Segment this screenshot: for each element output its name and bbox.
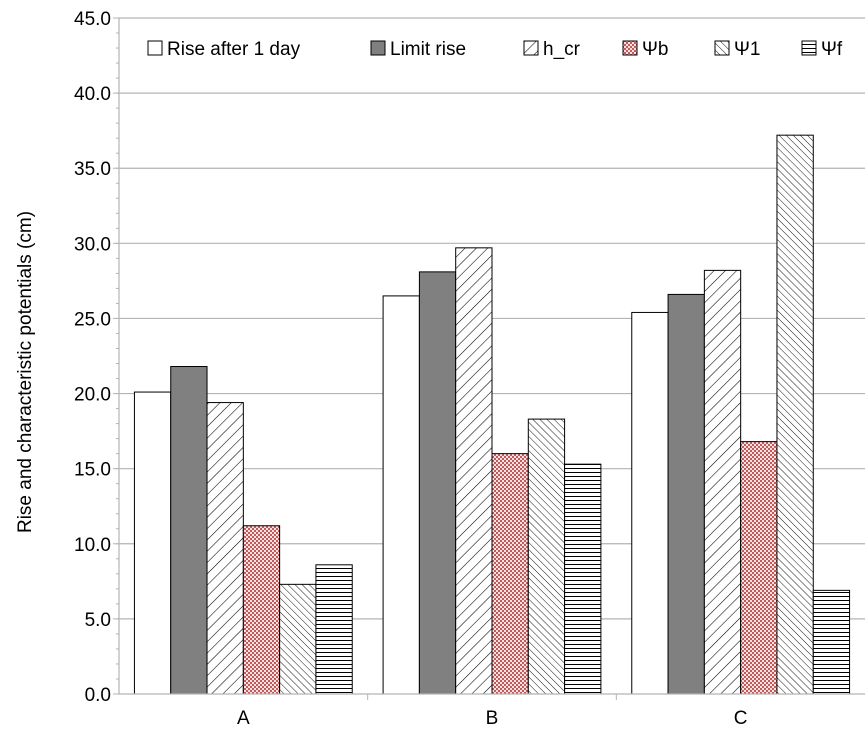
bar bbox=[812, 589, 851, 695]
y-tick-label: 40.0 bbox=[74, 84, 111, 105]
bar bbox=[206, 402, 244, 695]
bar bbox=[133, 391, 172, 695]
category-label: C bbox=[734, 708, 748, 729]
y-tick-label: 35.0 bbox=[74, 159, 111, 180]
bar bbox=[776, 134, 814, 695]
y-tick-label: 30.0 bbox=[74, 234, 111, 255]
y-tick-label: 0.0 bbox=[85, 685, 111, 706]
bar bbox=[315, 564, 353, 695]
bar bbox=[242, 525, 281, 695]
legend-swatch bbox=[147, 40, 163, 56]
category-label: A bbox=[237, 708, 250, 729]
bar bbox=[382, 295, 420, 695]
y-tick-label: 10.0 bbox=[74, 535, 111, 556]
y-axis-title: Rise and characteristic potentials (cm) bbox=[15, 211, 36, 533]
bar bbox=[667, 293, 705, 695]
bar bbox=[170, 366, 208, 695]
legend-swatch bbox=[801, 40, 817, 56]
bar bbox=[631, 311, 669, 695]
bar bbox=[279, 583, 317, 695]
legend-swatch bbox=[714, 40, 730, 56]
y-tick-label: 45.0 bbox=[74, 9, 111, 30]
bar bbox=[564, 463, 602, 695]
y-tick-label: 25.0 bbox=[74, 309, 111, 330]
bar bbox=[455, 247, 493, 695]
y-tick-label: 15.0 bbox=[74, 460, 111, 481]
category-label: B bbox=[486, 708, 499, 729]
bar bbox=[418, 271, 457, 695]
legend-swatch bbox=[370, 40, 386, 56]
legend-label: Ψ1 bbox=[734, 39, 760, 60]
legend-label: Ψb bbox=[642, 39, 668, 60]
legend-swatch bbox=[523, 40, 539, 56]
legend-label: h_cr bbox=[543, 39, 581, 60]
legend-label: Ψf bbox=[821, 39, 843, 60]
legend: Rise after 1 day Limit rise h_cr Ψb Ψ1 Ψf bbox=[147, 39, 843, 60]
y-tick-label: 5.0 bbox=[85, 610, 111, 631]
bar bbox=[527, 418, 566, 695]
bar bbox=[491, 453, 529, 695]
axes: 0.0 5.0 10.0 15.0 20.0 25.0 30.0 35.0 40.0 45.0 A B… bbox=[74, 9, 865, 729]
legend-label: Rise after 1 day bbox=[167, 39, 301, 60]
y-tick-label: 20.0 bbox=[74, 385, 111, 406]
legend-swatch bbox=[622, 40, 638, 56]
bar bbox=[740, 441, 778, 695]
legend-label: Limit rise bbox=[390, 39, 466, 60]
bar bbox=[703, 269, 742, 695]
bars bbox=[133, 134, 851, 695]
